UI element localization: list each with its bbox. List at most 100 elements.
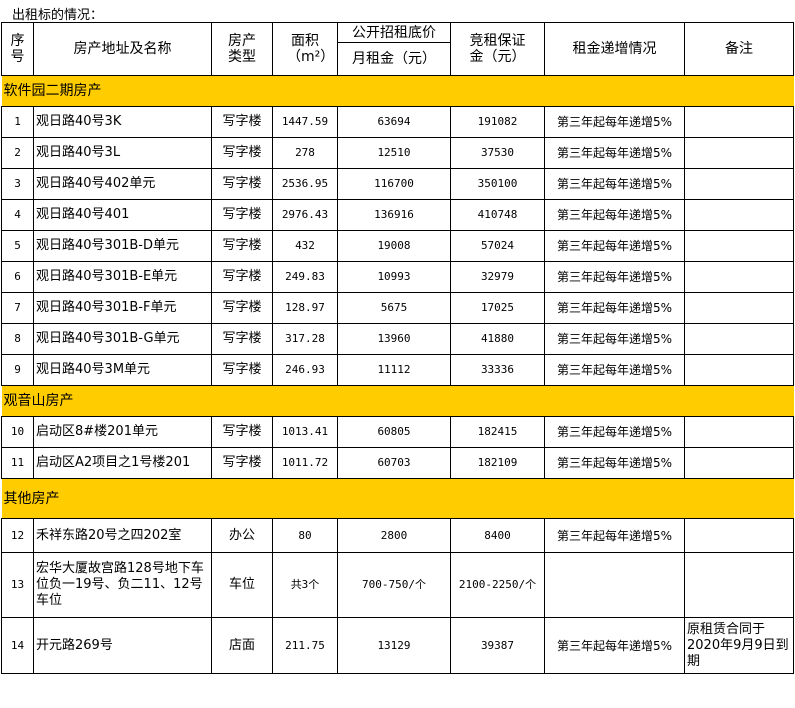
- rental-table: 序号 房产地址及名称 房产类型 面积（m²） 公开招租底价 竞租保证金（元） 租…: [1, 22, 794, 674]
- cell-increase: 第三年起每年递增5%: [544, 323, 685, 355]
- cell-area: 80: [272, 518, 338, 553]
- cell-no: 8: [1, 323, 34, 355]
- cell-type: 写字楼: [211, 106, 273, 138]
- cell-remark: [684, 106, 794, 138]
- header-area: 面积（m²）: [272, 22, 338, 76]
- cell-rent: 63694: [337, 106, 451, 138]
- cell-increase: 第三年起每年递增5%: [544, 261, 685, 293]
- table-row: 9 观日路40号3M单元 写字楼 246.93 11112 33336 第三年起…: [1, 354, 794, 386]
- cell-increase: 第三年起每年递增5%: [544, 137, 685, 169]
- cell-deposit: 17025: [450, 292, 545, 324]
- cell-rent: 10993: [337, 261, 451, 293]
- cell-remark: [684, 168, 794, 200]
- header-price-group: 公开招租底价: [337, 22, 451, 43]
- cell-type: 车位: [211, 552, 273, 618]
- cell-address: 禾祥东路20号之四202室: [33, 518, 212, 553]
- cell-area: 211.75: [272, 617, 338, 674]
- cell-rent: 700-750/个: [337, 552, 451, 618]
- header-no: 序号: [1, 22, 34, 76]
- cell-type: 写字楼: [211, 199, 273, 231]
- cell-remark: [684, 323, 794, 355]
- cell-increase: 第三年起每年递增5%: [544, 230, 685, 262]
- cell-type: 写字楼: [211, 137, 273, 169]
- cell-address: 观日路40号3M单元: [33, 354, 212, 386]
- cell-deposit: 8400: [450, 518, 545, 553]
- cell-increase: 第三年起每年递增5%: [544, 354, 685, 386]
- cell-increase: 第三年起每年递增5%: [544, 106, 685, 138]
- cell-no: 11: [1, 447, 34, 479]
- cell-remark: [684, 199, 794, 231]
- cell-rent: 116700: [337, 168, 451, 200]
- cell-area: 1013.41: [272, 416, 338, 448]
- cell-deposit: 33336: [450, 354, 545, 386]
- cell-area: 317.28: [272, 323, 338, 355]
- cell-remark: [684, 261, 794, 293]
- cell-address: 启动区8#楼201单元: [33, 416, 212, 448]
- table-row: 12 禾祥东路20号之四202室 办公 80 2800 8400 第三年起每年递…: [1, 518, 794, 553]
- cell-area: 2976.43: [272, 199, 338, 231]
- cell-no: 13: [1, 552, 34, 618]
- cell-type: 写字楼: [211, 292, 273, 324]
- cell-rent: 19008: [337, 230, 451, 262]
- table-row: 2 观日路40号3L 写字楼 278 12510 37530 第三年起每年递增5…: [1, 137, 794, 169]
- cell-deposit: 32979: [450, 261, 545, 293]
- cell-address: 观日路40号3K: [33, 106, 212, 138]
- cell-remark: [684, 292, 794, 324]
- cell-no: 3: [1, 168, 34, 200]
- cell-rent: 136916: [337, 199, 451, 231]
- cell-deposit: 410748: [450, 199, 545, 231]
- cell-type: 店面: [211, 617, 273, 674]
- cell-rent: 13129: [337, 617, 451, 674]
- cell-remark: [684, 416, 794, 448]
- header-type: 房产类型: [211, 22, 273, 76]
- header-price: 月租金（元）: [337, 42, 451, 76]
- cell-address: 观日路40号301B-E单元: [33, 261, 212, 293]
- cell-area: 1447.59: [272, 106, 338, 138]
- cell-deposit: 39387: [450, 617, 545, 674]
- header-increase: 租金递增情况: [544, 22, 685, 76]
- header-deposit: 竞租保证金（元）: [450, 22, 545, 76]
- cell-type: 写字楼: [211, 354, 273, 386]
- cell-rent: 11112: [337, 354, 451, 386]
- cell-address: 观日路40号301B-G单元: [33, 323, 212, 355]
- cell-increase: 第三年起每年递增5%: [544, 617, 685, 674]
- cell-rent: 13960: [337, 323, 451, 355]
- cell-increase: 第三年起每年递增5%: [544, 416, 685, 448]
- cell-type: 写字楼: [211, 416, 273, 448]
- cell-address: 观日路40号301B-D单元: [33, 230, 212, 262]
- table-row: 8 观日路40号301B-G单元 写字楼 317.28 13960 41880 …: [1, 323, 794, 355]
- cell-rent: 60805: [337, 416, 451, 448]
- cell-address: 观日路40号402单元: [33, 168, 212, 200]
- cell-increase: [544, 552, 685, 618]
- cell-no: 12: [1, 518, 34, 553]
- page-title: 出租标的情况：: [12, 8, 104, 23]
- cell-remark: [684, 137, 794, 169]
- cell-type: 办公: [211, 518, 273, 553]
- cell-no: 5: [1, 230, 34, 262]
- cell-increase: 第三年起每年递增5%: [544, 447, 685, 479]
- table-row: 3 观日路40号402单元 写字楼 2536.95 116700 350100 …: [1, 168, 794, 200]
- cell-increase: 第三年起每年递增5%: [544, 292, 685, 324]
- cell-no: 1: [1, 106, 34, 138]
- table-row: 14 开元路269号 店面 211.75 13129 39387 第三年起每年递…: [1, 617, 794, 674]
- cell-area: 2536.95: [272, 168, 338, 200]
- cell-increase: 第三年起每年递增5%: [544, 199, 685, 231]
- cell-no: 6: [1, 261, 34, 293]
- table-row: 13 宏华大厦故宫路128号地下车位负一19号、负二11、12号车位 车位 共3…: [1, 552, 794, 618]
- cell-type: 写字楼: [211, 168, 273, 200]
- cell-type: 写字楼: [211, 230, 273, 262]
- cell-deposit: 41880: [450, 323, 545, 355]
- section-row: 软件园二期房产: [1, 75, 794, 107]
- table-row: 7 观日路40号301B-F单元 写字楼 128.97 5675 17025 第…: [1, 292, 794, 324]
- cell-area: 432: [272, 230, 338, 262]
- cell-increase: 第三年起每年递增5%: [544, 168, 685, 200]
- cell-deposit: 350100: [450, 168, 545, 200]
- section-row: 观音山房产: [1, 385, 794, 417]
- table-row: 1 观日路40号3K 写字楼 1447.59 63694 191082 第三年起…: [1, 106, 794, 138]
- cell-no: 9: [1, 354, 34, 386]
- cell-deposit: 182415: [450, 416, 545, 448]
- cell-deposit: 2100-2250/个: [450, 552, 545, 618]
- table-row: 5 观日路40号301B-D单元 写字楼 432 19008 57024 第三年…: [1, 230, 794, 262]
- cell-increase: 第三年起每年递增5%: [544, 518, 685, 553]
- section-title: 软件园二期房产: [1, 75, 794, 107]
